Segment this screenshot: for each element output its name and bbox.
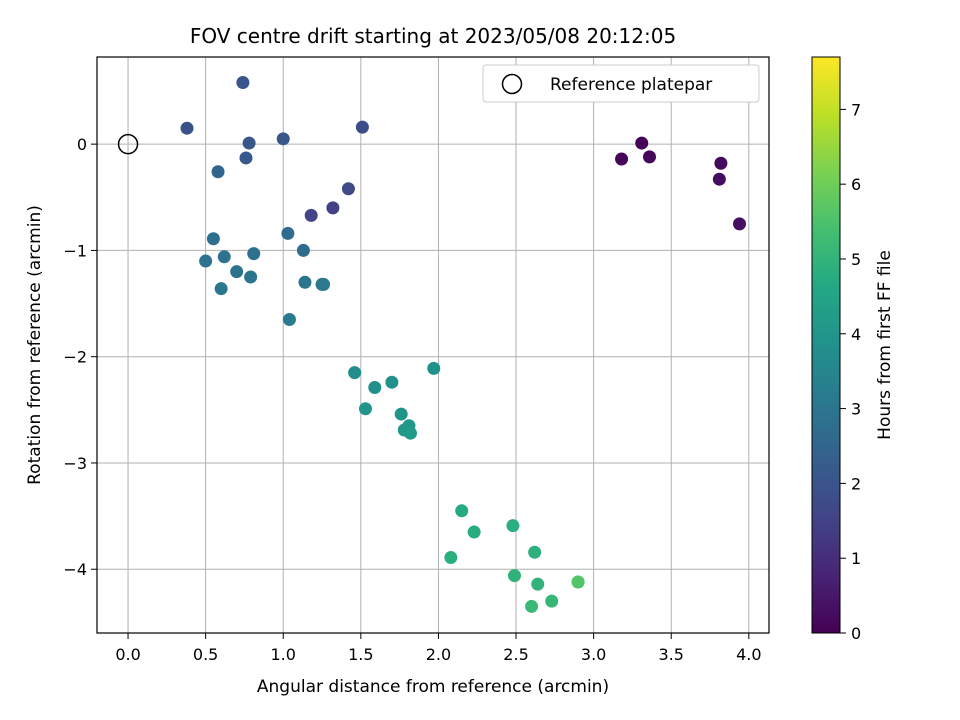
colorbar-tick-label: 3 bbox=[851, 400, 861, 419]
data-point bbox=[326, 201, 340, 215]
x-tick-label: 0.0 bbox=[115, 645, 140, 664]
data-point bbox=[545, 594, 559, 608]
legend: Reference platepar bbox=[482, 64, 760, 103]
data-point bbox=[528, 545, 542, 559]
y-axis-ticks: 0 −1 −2 −3 −4 bbox=[63, 135, 97, 579]
data-point bbox=[281, 226, 295, 240]
data-point bbox=[211, 165, 225, 179]
x-tick-label: 2.5 bbox=[503, 645, 528, 664]
x-tick-label: 3.0 bbox=[581, 645, 606, 664]
colorbar-ticks: 0 1 2 3 4 5 6 7 bbox=[840, 100, 861, 643]
data-point bbox=[206, 232, 220, 246]
data-point bbox=[444, 551, 458, 565]
x-tick-label: 2.0 bbox=[426, 645, 451, 664]
data-point bbox=[506, 519, 520, 533]
x-tick-label: 1.0 bbox=[271, 645, 296, 664]
x-tick-label: 1.5 bbox=[348, 645, 373, 664]
chart-title: FOV centre drift starting at 2023/05/08 … bbox=[190, 24, 676, 48]
data-points bbox=[117, 76, 747, 613]
data-point bbox=[199, 254, 213, 268]
y-tick-label: −1 bbox=[63, 241, 87, 260]
data-point bbox=[525, 599, 539, 613]
data-point bbox=[304, 208, 318, 222]
legend-reference-marker bbox=[501, 73, 523, 95]
reference-platepar-marker bbox=[117, 133, 139, 155]
data-point bbox=[394, 407, 408, 421]
colorbar: 0 1 2 3 4 5 6 7 Hours from first FF file bbox=[811, 56, 895, 643]
colorbar-tick-label: 7 bbox=[851, 100, 861, 119]
x-tick-label: 0.5 bbox=[193, 645, 218, 664]
y-tick-label: −3 bbox=[63, 454, 87, 473]
y-tick-label: 0 bbox=[77, 135, 87, 154]
colorbar-tick-label: 5 bbox=[851, 250, 861, 269]
data-point bbox=[244, 270, 258, 284]
data-point bbox=[217, 250, 231, 264]
data-point bbox=[635, 136, 649, 150]
data-point bbox=[712, 172, 726, 186]
colorbar-tick-label: 1 bbox=[851, 549, 861, 568]
data-point bbox=[180, 121, 194, 135]
data-point bbox=[507, 569, 521, 583]
data-point bbox=[355, 120, 369, 134]
data-point bbox=[368, 381, 382, 395]
data-point bbox=[247, 247, 261, 261]
data-point bbox=[242, 136, 256, 150]
data-point bbox=[455, 504, 469, 518]
data-point bbox=[467, 525, 481, 539]
x-tick-label: 3.5 bbox=[658, 645, 683, 664]
y-tick-label: −2 bbox=[63, 348, 87, 367]
data-point bbox=[296, 243, 310, 257]
data-point bbox=[427, 361, 441, 375]
colorbar-tick-label: 0 bbox=[851, 624, 861, 643]
data-point bbox=[385, 375, 399, 389]
data-point bbox=[714, 156, 728, 170]
colorbar-label: Hours from first FF file bbox=[875, 250, 895, 440]
x-tick-label: 4.0 bbox=[736, 645, 761, 664]
data-point bbox=[317, 277, 331, 291]
data-point bbox=[348, 366, 362, 380]
colorbar-tick-label: 6 bbox=[851, 175, 861, 194]
colorbar-tick-label: 4 bbox=[851, 325, 861, 344]
data-point bbox=[531, 577, 545, 591]
data-point bbox=[403, 426, 417, 440]
data-point bbox=[341, 182, 355, 196]
data-point bbox=[642, 150, 656, 164]
data-point bbox=[230, 265, 244, 279]
grid-lines bbox=[97, 57, 769, 633]
legend-box bbox=[482, 64, 760, 103]
data-point bbox=[282, 312, 296, 326]
x-axis-ticks: 0.0 0.5 1.0 1.5 2.0 2.5 3.0 3.5 4.0 bbox=[115, 633, 762, 664]
y-axis-label: Rotation from reference (arcmin) bbox=[25, 205, 45, 485]
data-point bbox=[358, 402, 372, 416]
legend-reference-label: Reference platepar bbox=[550, 75, 712, 95]
data-point bbox=[615, 152, 629, 166]
colorbar-tick-label: 2 bbox=[851, 474, 861, 493]
data-point bbox=[239, 151, 253, 165]
data-point bbox=[236, 76, 250, 90]
data-point bbox=[571, 575, 585, 589]
data-point bbox=[276, 132, 290, 146]
plot-frame bbox=[96, 56, 770, 634]
data-point bbox=[214, 282, 228, 296]
x-axis-label: Angular distance from reference (arcmin) bbox=[257, 677, 609, 697]
y-tick-label: −4 bbox=[63, 560, 87, 579]
colorbar-gradient bbox=[811, 56, 841, 634]
data-point bbox=[733, 217, 747, 231]
data-point bbox=[298, 275, 312, 289]
